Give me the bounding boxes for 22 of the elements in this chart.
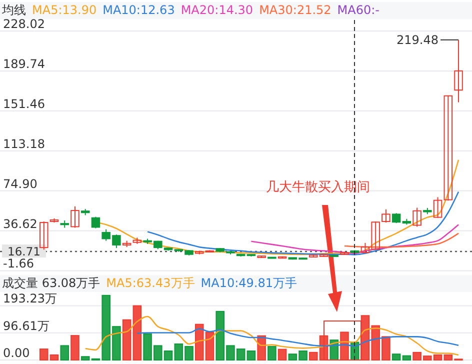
y-tick-label: -1.66 bbox=[3, 256, 34, 271]
y-tick-label: 36.62 bbox=[3, 216, 38, 231]
text: MA5:63.43万手 bbox=[106, 276, 195, 290]
y-tick-label: 74.90 bbox=[3, 176, 38, 191]
legend-title: 成交量 63.08万手 bbox=[2, 276, 100, 290]
y-tick-label: 96.61万 bbox=[3, 318, 50, 333]
text: MA5:13.90 bbox=[32, 3, 97, 17]
text: MA10:12.63 bbox=[102, 3, 175, 17]
legend-label: MA60:- bbox=[337, 3, 380, 17]
text: MA30:21.52 bbox=[259, 3, 332, 17]
ref-line-label: 16.71 bbox=[8, 244, 40, 259]
legend-title: 均线 bbox=[1, 3, 26, 17]
annotation: 219.48 bbox=[396, 32, 439, 47]
text: MA20:14.30 bbox=[180, 3, 254, 17]
annotation: 几大牛散买入期间 bbox=[266, 180, 370, 195]
y-tick-label: 193.23万 bbox=[3, 292, 57, 306]
y-tick-label: 228.02 bbox=[3, 17, 45, 31]
text: MA10:49.81万手 bbox=[200, 276, 297, 290]
y-tick-label: 0.00 bbox=[3, 346, 30, 360]
y-tick-label: 113.18 bbox=[3, 136, 45, 151]
y-tick-label: 189.74 bbox=[3, 56, 45, 71]
y-tick-label: 151.46 bbox=[3, 96, 45, 111]
